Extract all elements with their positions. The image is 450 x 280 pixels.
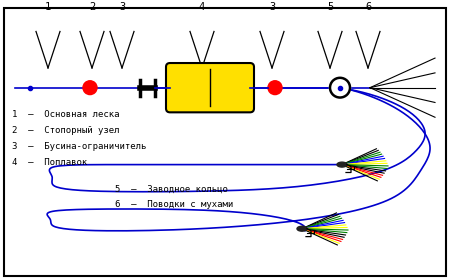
Text: 2: 2 (89, 2, 95, 12)
Ellipse shape (297, 226, 307, 231)
Circle shape (83, 81, 97, 95)
Text: 3  –  Бусина-ограничитель: 3 – Бусина-ограничитель (12, 142, 146, 151)
Text: 5: 5 (327, 2, 333, 12)
Text: 3: 3 (119, 2, 125, 12)
Text: 4: 4 (199, 2, 205, 12)
Text: 6: 6 (365, 2, 371, 12)
Text: 4  –  Поплавок: 4 – Поплавок (12, 158, 87, 167)
Text: 6  –  Поводки с мухами: 6 – Поводки с мухами (115, 200, 233, 209)
FancyBboxPatch shape (166, 63, 254, 112)
Text: 2  –  Стопорный узел: 2 – Стопорный узел (12, 126, 120, 135)
Ellipse shape (337, 162, 347, 167)
Circle shape (268, 81, 282, 95)
Text: 5  –  Заводное кольцо: 5 – Заводное кольцо (115, 184, 228, 193)
Text: 1: 1 (45, 2, 51, 12)
Text: 1  –  Основная леска: 1 – Основная леска (12, 110, 120, 119)
Text: 3: 3 (269, 2, 275, 12)
Circle shape (330, 78, 350, 97)
